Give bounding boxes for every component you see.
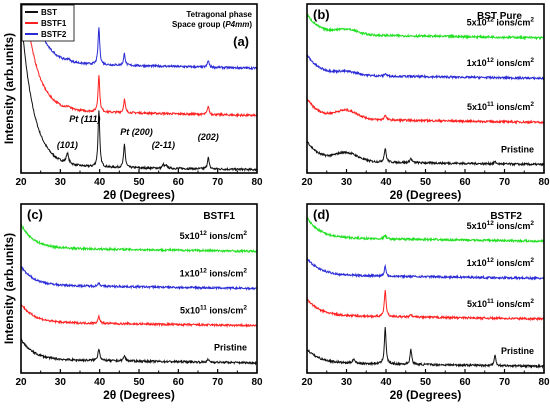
series-line-3 xyxy=(306,216,545,244)
peak-label: Pt (111) xyxy=(69,114,100,124)
series-line-1 xyxy=(306,290,545,322)
series-label: 1x1012 ions/cm2 xyxy=(180,267,248,278)
series-label: 5x1012 ions/cm2 xyxy=(467,17,535,28)
series-line-2 xyxy=(306,257,545,281)
series-line-bstf1 xyxy=(21,4,258,118)
y-axis-label: Intensity (arb.units) xyxy=(2,33,16,144)
x-tick-label: 60 xyxy=(173,377,185,388)
x-tick-label: 40 xyxy=(380,177,392,188)
series-line-0 xyxy=(306,140,545,167)
series-label: Pristine xyxy=(501,346,534,356)
phase-line-2: Space group (P4mm) xyxy=(172,20,252,29)
panel-d: 20 30 40 50 60 70 80 2θ (Degrees) (d) BSTF2 Pristi… xyxy=(301,203,550,402)
x-axis-label: 2θ (Degrees) xyxy=(103,188,175,202)
x-tick-label: 20 xyxy=(301,377,313,388)
series-label: Pristine xyxy=(501,144,534,154)
panel-title: BST Pure xyxy=(477,11,522,22)
x-tick-label: 30 xyxy=(341,377,353,388)
series-line-1 xyxy=(20,303,258,329)
x-tick-label: 20 xyxy=(301,177,313,188)
x-tick-label: 30 xyxy=(341,177,353,188)
x-tick-label: 30 xyxy=(55,177,67,188)
series-label: 5x1011 ions/cm2 xyxy=(180,305,247,316)
x-tick-label: 30 xyxy=(55,377,67,388)
series-line-2 xyxy=(20,265,258,292)
series-label: 5x1011 ions/cm2 xyxy=(467,101,534,112)
x-tick-label: 50 xyxy=(133,177,145,188)
peak-label: Pt (200) xyxy=(120,127,153,137)
x-axis-label: 2θ (Degrees) xyxy=(390,188,462,202)
x-tick-label: 70 xyxy=(499,377,511,388)
x-tick-label: 70 xyxy=(499,177,511,188)
series-label: Pristine xyxy=(214,343,247,353)
panel-tag: (d) xyxy=(313,207,330,222)
legend: BST BSTF1 BSTF2 xyxy=(21,4,75,42)
x-tick-label: 50 xyxy=(420,377,432,388)
x-axis-label: 2θ (Degrees) xyxy=(390,388,462,402)
series-line-1 xyxy=(306,97,545,125)
panel-tag: (a) xyxy=(233,34,249,49)
series-line-bstf2 xyxy=(21,4,258,71)
x-tick-label: 60 xyxy=(173,177,185,188)
panel-tag: (c) xyxy=(27,207,43,222)
x-tick-label: 50 xyxy=(133,377,145,388)
x-tick-label: 20 xyxy=(15,377,27,388)
series-label: 5x1011 ions/cm2 xyxy=(467,298,534,309)
series-line-3 xyxy=(20,223,258,254)
x-tick-label: 50 xyxy=(420,177,432,188)
series-label: 5x1012 ions/cm2 xyxy=(467,220,535,231)
x-tick-label: 60 xyxy=(459,177,471,188)
x-tick-label: 70 xyxy=(212,177,224,188)
series-line-2 xyxy=(306,53,545,81)
x-tick-label: 70 xyxy=(212,377,224,388)
series-label: 1x1012 ions/cm2 xyxy=(467,57,535,68)
x-tick-label: 80 xyxy=(538,377,550,388)
legend-entry: BSTF2 xyxy=(41,30,67,39)
series-label: 1x1012 ions/cm2 xyxy=(467,257,535,268)
peak-label: (101) xyxy=(57,140,78,150)
panel-tag: (b) xyxy=(313,7,330,22)
x-tick-label: 80 xyxy=(538,177,550,188)
series-line-3 xyxy=(306,13,545,41)
panel-title: BSTF2 xyxy=(490,211,522,222)
x-tick-label: 40 xyxy=(94,377,106,388)
peak-label: (2-11) xyxy=(152,140,175,150)
x-tick-label: 40 xyxy=(380,377,392,388)
peak-label: (202) xyxy=(198,132,219,142)
x-tick-label: 60 xyxy=(459,377,471,388)
x-tick-label: 80 xyxy=(251,177,263,188)
x-tick-label: 80 xyxy=(251,377,263,388)
series-label: 5x1012 ions/cm2 xyxy=(180,230,248,241)
x-axis-label: 2θ (Degrees) xyxy=(103,388,175,402)
x-tick-label: 40 xyxy=(94,177,106,188)
series-line-0 xyxy=(306,327,544,370)
x-tick-label: 20 xyxy=(15,177,27,188)
series-line-0 xyxy=(20,338,258,366)
panel-title: BSTF1 xyxy=(203,211,235,222)
legend-entry: BST xyxy=(41,8,57,17)
panel-b: 20 30 40 50 60 70 80 2θ (Degrees) (b) BST Pure Pri… xyxy=(301,3,550,202)
y-axis-label: Intensity (arb.units) xyxy=(2,233,16,344)
legend-entry: BSTF1 xyxy=(41,19,67,28)
panel-c: 20 30 40 50 60 70 80 2θ (Degrees) Intensity (arb… xyxy=(2,203,263,402)
panel-a: 20 30 40 50 60 70 80 2θ (Degrees) Intensity (arb… xyxy=(2,3,263,202)
phase-line-1: Tetragonal phase xyxy=(186,10,252,19)
